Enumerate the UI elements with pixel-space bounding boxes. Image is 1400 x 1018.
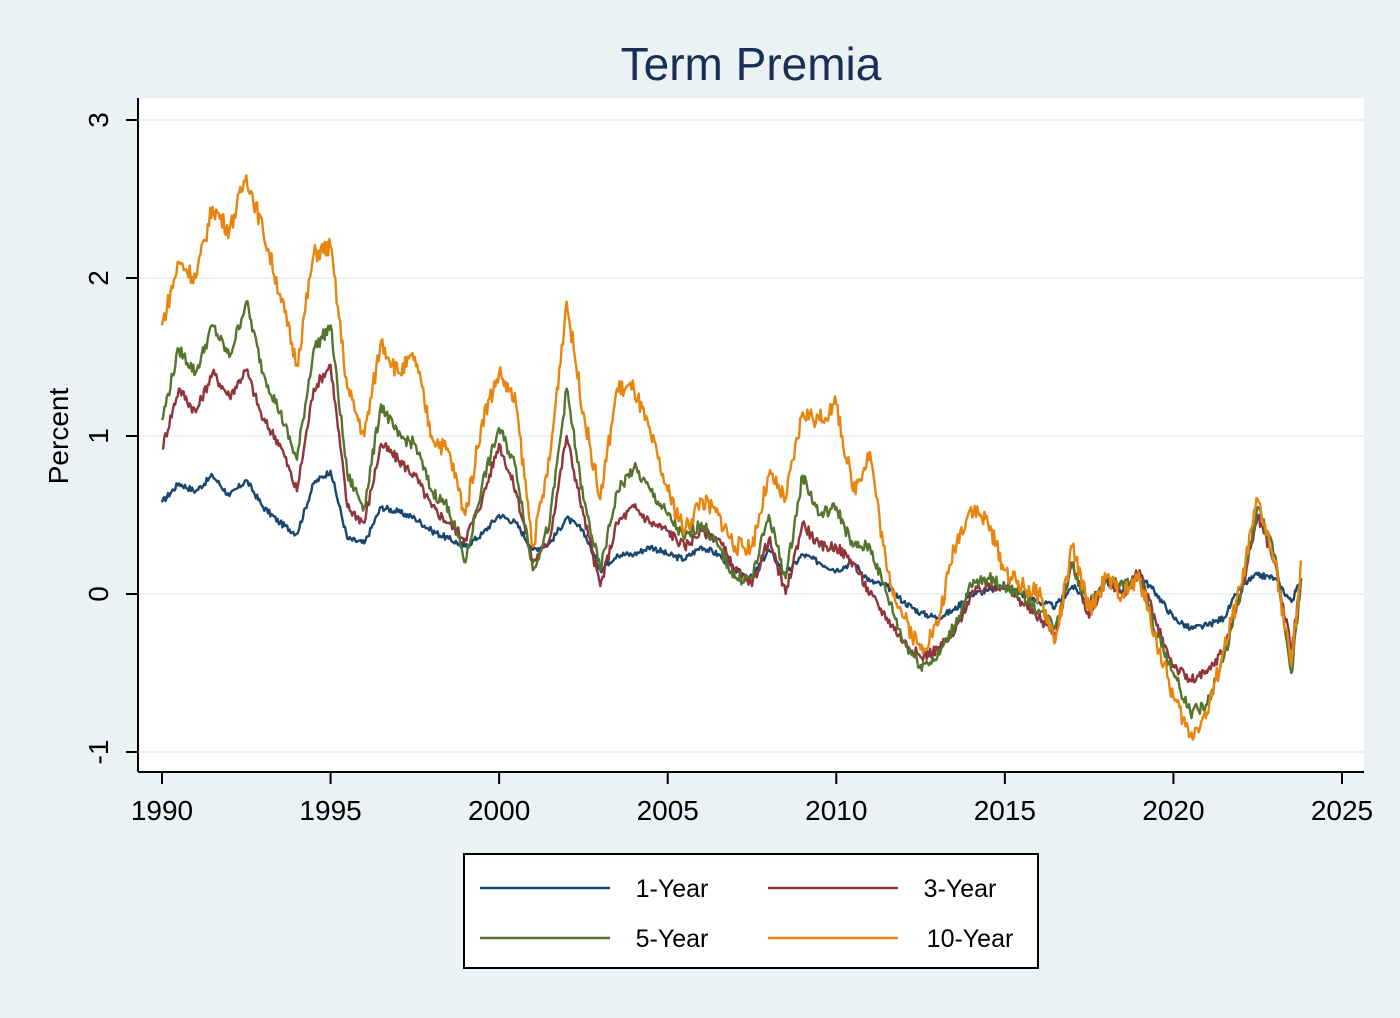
x-tick-label: 2000 (468, 795, 530, 826)
x-tick-label: 2025 (1311, 795, 1373, 826)
series-lines (160, 174, 1303, 741)
legend-label-3-year: 3-Year (924, 875, 997, 903)
legend: 1-Year 3-Year 5-Year 10-Year (463, 853, 1039, 969)
y-tick-label: 3 (83, 112, 114, 128)
x-tick-label: 2010 (805, 795, 867, 826)
y-tick-label: -1 (83, 740, 114, 765)
x-tick-label: 1995 (299, 795, 361, 826)
legend-label-5-year: 5-Year (636, 925, 709, 953)
legend-label-10-year: 10-Year (927, 925, 1014, 953)
y-axis-title: Percent (43, 388, 74, 485)
axes: -1 0 1 2 3 1990 1995 2000 2005 2010 2015 2020 2025 (83, 98, 1373, 826)
chart-title: Term Premia (621, 38, 882, 90)
legend-box (463, 853, 1039, 969)
y-tick-label: 2 (83, 270, 114, 286)
y-tick-label: 0 (83, 586, 114, 602)
legend-label-1-year: 1-Year (636, 875, 709, 903)
x-tick-label: 2005 (637, 795, 699, 826)
x-tick-label: 2015 (974, 795, 1036, 826)
series-line-10-year (160, 174, 1303, 741)
y-tick-label: 1 (83, 428, 114, 444)
x-tick-label: 1990 (131, 795, 193, 826)
x-tick-label: 2020 (1142, 795, 1204, 826)
